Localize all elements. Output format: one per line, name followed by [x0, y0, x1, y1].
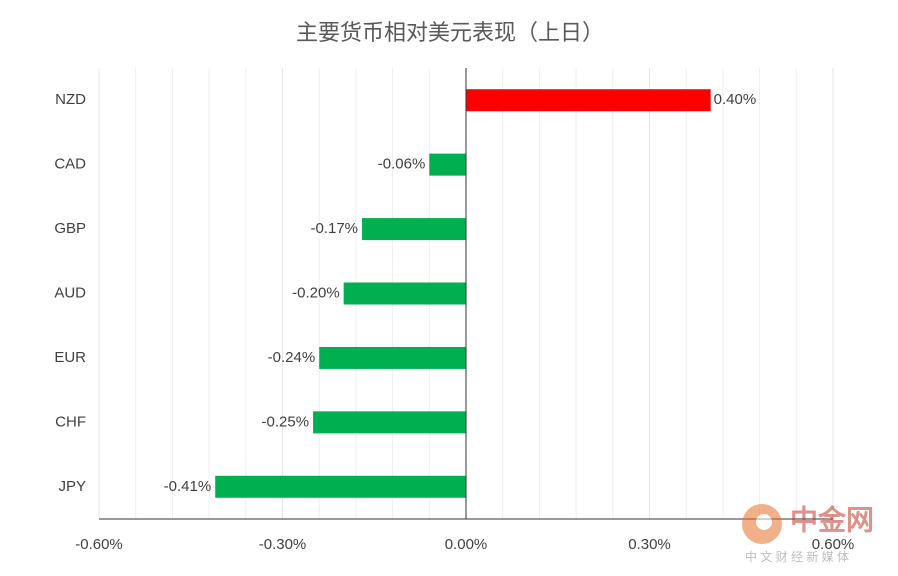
y-tick-label: NZD [55, 91, 86, 108]
y-tick-label: JPY [58, 478, 86, 495]
data-label: -0.20% [292, 284, 340, 301]
x-tick-label: -0.60% [75, 536, 123, 553]
x-tick-label: 0.30% [628, 536, 671, 553]
y-tick-label: CHF [55, 413, 86, 430]
x-tick-label: 0.60% [812, 536, 855, 553]
data-label: -0.25% [262, 413, 310, 430]
x-tick-label: 0.00% [445, 536, 488, 553]
bar [466, 89, 711, 112]
x-tick-label: -0.30% [259, 536, 307, 553]
bar [362, 218, 466, 241]
watermark-logo-inner [756, 514, 772, 530]
data-label: -0.17% [310, 220, 358, 237]
bar [215, 475, 466, 498]
data-label: -0.24% [268, 349, 316, 366]
data-label: -0.41% [164, 478, 212, 495]
y-tick-label: GBP [54, 220, 86, 237]
y-tick-label: AUD [54, 284, 86, 301]
watermark-tagline: 中 文 财 经 新 媒 体 [745, 549, 849, 564]
data-label: -0.06% [378, 156, 426, 173]
bar [429, 153, 466, 176]
bar [319, 346, 466, 369]
chart-title: 主要货币相对美元表现（上日） [296, 20, 604, 45]
bar [313, 411, 466, 434]
watermark-name: 中金网 [790, 503, 874, 535]
bar [343, 282, 466, 305]
y-tick-label: CAD [54, 156, 86, 173]
data-label: 0.40% [714, 91, 757, 108]
y-tick-label: EUR [54, 349, 86, 366]
